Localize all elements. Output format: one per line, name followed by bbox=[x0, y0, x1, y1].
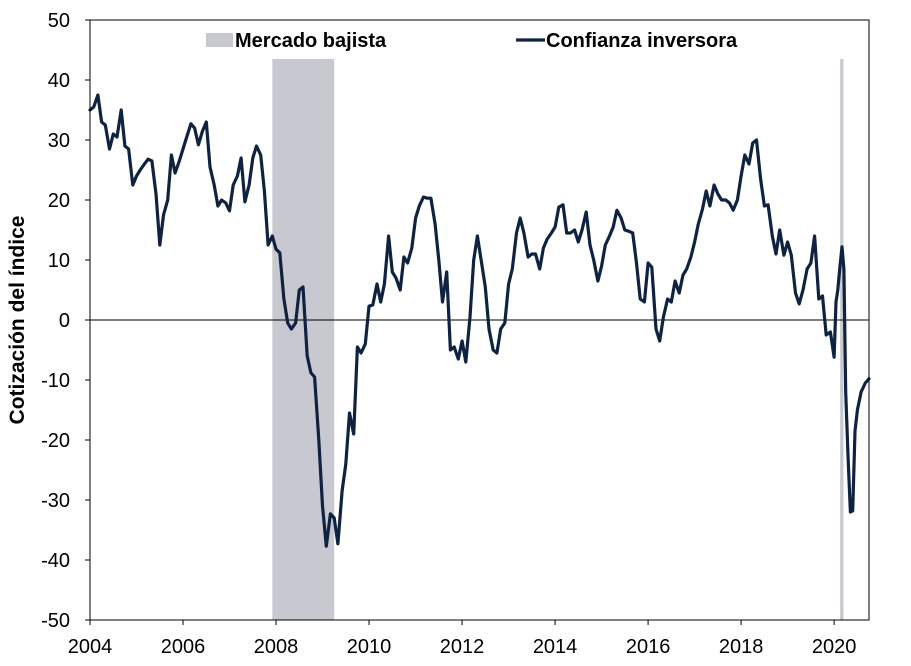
legend-label-confianza-inversora: Confianza inversora bbox=[546, 30, 738, 52]
x-tick-label: 2010 bbox=[347, 636, 392, 658]
x-tick-label: 2018 bbox=[719, 636, 764, 658]
y-tick-label: 10 bbox=[48, 250, 70, 272]
shaded-periods bbox=[272, 59, 844, 620]
y-tick-label: 20 bbox=[48, 190, 70, 212]
legend: Mercado bajista Confianza inversora bbox=[206, 30, 738, 52]
y-tick-label: -30 bbox=[41, 490, 70, 512]
y-tick-label: -20 bbox=[41, 430, 70, 452]
axes bbox=[85, 19, 870, 625]
series-layer bbox=[88, 93, 871, 548]
x-tick-label: 2012 bbox=[440, 636, 485, 658]
x-tick-label: 2008 bbox=[254, 636, 299, 658]
y-tick-label: 30 bbox=[48, 130, 70, 152]
x-tick-label: 2004 bbox=[68, 636, 113, 658]
x-tick-label: 2006 bbox=[161, 636, 206, 658]
y-axis-tick-labels: 50 40 30 20 10 0 -10 -20 -30 -40 -50 bbox=[41, 10, 70, 632]
bear-market-band-1 bbox=[840, 59, 844, 620]
legend-swatch-mercado-bajista bbox=[206, 33, 233, 47]
y-tick-label: 40 bbox=[48, 70, 70, 92]
y-tick-label: -10 bbox=[41, 370, 70, 392]
series-line-confianza-inversora bbox=[88, 93, 871, 548]
y-axis-title: Cotización del índice bbox=[6, 216, 29, 425]
y-tick-label: 0 bbox=[59, 310, 70, 332]
y-tick-label: -40 bbox=[41, 550, 70, 572]
x-axis-tick-labels: 2004 2006 2008 2010 2012 2014 2016 2018 2020 bbox=[68, 636, 857, 658]
y-tick-label: 50 bbox=[48, 10, 70, 32]
x-tick-label: 2014 bbox=[533, 636, 578, 658]
x-tick-label: 2016 bbox=[626, 636, 671, 658]
x-tick-label: 2020 bbox=[812, 636, 857, 658]
legend-label-mercado-bajista: Mercado bajista bbox=[235, 30, 387, 52]
y-tick-label: -50 bbox=[41, 610, 70, 632]
